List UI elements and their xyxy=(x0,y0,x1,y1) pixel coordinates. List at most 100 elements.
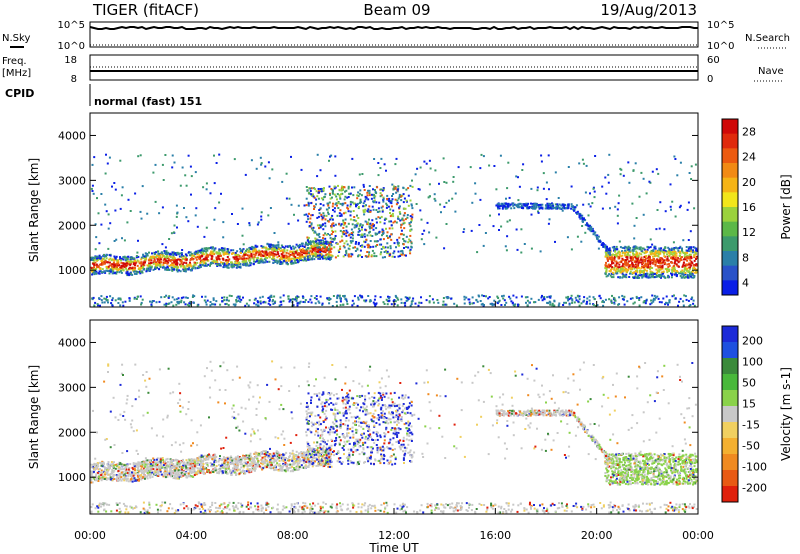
heatmap-cell xyxy=(605,253,608,256)
heatmap-cell xyxy=(155,465,158,467)
heatmap-cell xyxy=(397,218,400,220)
heatmap-cell xyxy=(609,270,612,273)
heatmap-cell xyxy=(172,231,175,234)
heatmap-cell xyxy=(538,207,541,210)
y-tick-label: 4000 xyxy=(58,129,86,142)
heatmap-cell xyxy=(331,192,334,195)
heatmap-cell xyxy=(158,300,161,303)
heatmap-cell xyxy=(370,224,373,227)
heatmap-cell xyxy=(320,215,323,218)
heatmap-cell xyxy=(689,262,692,265)
heatmap-cell xyxy=(336,193,339,195)
heatmap-cell xyxy=(385,206,388,209)
colorbar-segment xyxy=(722,265,738,281)
heatmap-cell xyxy=(330,244,333,247)
heatmap-cell xyxy=(260,215,263,218)
heatmap-cell xyxy=(105,298,108,301)
heatmap-cell xyxy=(669,205,672,208)
heatmap-cell xyxy=(100,295,103,298)
heatmap-cell xyxy=(128,274,131,277)
cpid-label: CPID xyxy=(5,87,34,100)
heatmap-cell xyxy=(135,256,138,259)
heatmap-cell xyxy=(239,263,242,265)
heatmap-cell xyxy=(294,261,297,264)
heatmap-cell xyxy=(401,217,404,220)
heatmap-cell xyxy=(543,297,545,300)
heatmap-cell xyxy=(90,187,93,190)
heatmap-cell xyxy=(315,464,318,467)
heatmap-cell xyxy=(221,464,224,467)
heatmap-cell xyxy=(196,304,199,307)
heatmap-cell xyxy=(163,258,166,261)
heatmap-cell xyxy=(201,255,204,258)
heatmap-cell xyxy=(375,209,378,211)
heatmap-cell xyxy=(111,304,114,307)
heatmap-cell xyxy=(663,276,666,279)
heatmap-cell xyxy=(220,192,222,195)
heatmap-cell xyxy=(496,205,499,208)
heatmap-cell xyxy=(417,304,420,307)
heatmap-cell xyxy=(299,248,302,251)
heatmap-cell xyxy=(328,249,331,252)
heatmap-cell xyxy=(256,223,259,226)
heatmap-cell xyxy=(330,256,333,259)
heatmap-cell xyxy=(411,179,413,182)
heatmap-cell xyxy=(297,204,300,207)
heatmap-cell xyxy=(582,220,584,223)
heatmap-cell xyxy=(218,248,221,251)
heatmap-cell xyxy=(576,294,579,297)
heatmap-cell xyxy=(330,247,333,250)
heatmap-cell xyxy=(128,297,131,300)
heatmap-cell xyxy=(328,206,331,209)
heatmap-cell xyxy=(316,195,319,198)
heatmap-cell xyxy=(547,206,550,209)
heatmap-cell xyxy=(437,301,440,304)
heatmap-cell xyxy=(692,249,695,252)
heatmap-cell xyxy=(492,225,495,228)
heatmap-cell xyxy=(366,244,369,247)
heatmap-cell xyxy=(300,168,303,171)
heatmap-cell xyxy=(363,189,366,191)
heatmap-cell xyxy=(388,197,391,200)
heatmap-cell xyxy=(238,257,241,260)
heatmap-cell xyxy=(282,462,285,465)
heatmap-cell xyxy=(290,258,292,261)
heatmap-cell xyxy=(622,258,625,261)
heatmap-cell xyxy=(593,190,596,193)
heatmap-cell xyxy=(347,207,350,210)
heatmap-cell xyxy=(622,251,625,254)
heatmap-cell xyxy=(412,297,415,300)
heatmap-cell xyxy=(212,298,215,301)
heatmap-cell xyxy=(610,276,613,279)
heatmap-cell xyxy=(287,222,290,225)
heatmap-cell xyxy=(484,232,487,234)
heatmap-cell xyxy=(157,261,160,264)
heatmap-cell xyxy=(673,248,676,251)
heatmap-cell xyxy=(403,239,406,242)
heatmap-cell xyxy=(623,246,626,249)
heatmap-cell xyxy=(350,241,353,244)
heatmap-cell xyxy=(161,253,164,255)
heatmap-cell xyxy=(668,262,671,265)
heatmap-cell xyxy=(119,257,122,260)
heatmap-cell xyxy=(278,248,281,251)
heatmap-cell xyxy=(612,258,614,261)
heatmap-cell xyxy=(231,263,234,266)
heatmap-cell xyxy=(534,301,537,304)
heatmap-cell xyxy=(375,302,378,305)
heatmap-cell xyxy=(605,268,608,271)
heatmap-cell xyxy=(362,205,365,208)
heatmap-cell xyxy=(153,257,156,260)
heatmap-cell xyxy=(214,303,217,306)
heatmap-cell xyxy=(207,254,210,257)
heatmap-cell xyxy=(116,266,118,269)
heatmap-cell xyxy=(245,454,248,457)
heatmap-cell xyxy=(237,295,240,298)
heatmap-cell xyxy=(181,253,183,256)
heatmap-cell xyxy=(315,203,317,206)
heatmap-cell xyxy=(376,211,379,213)
heatmap-cell xyxy=(436,299,439,301)
heatmap-cell xyxy=(682,275,685,278)
heatmap-cell xyxy=(177,302,180,305)
heatmap-cell xyxy=(633,237,636,240)
